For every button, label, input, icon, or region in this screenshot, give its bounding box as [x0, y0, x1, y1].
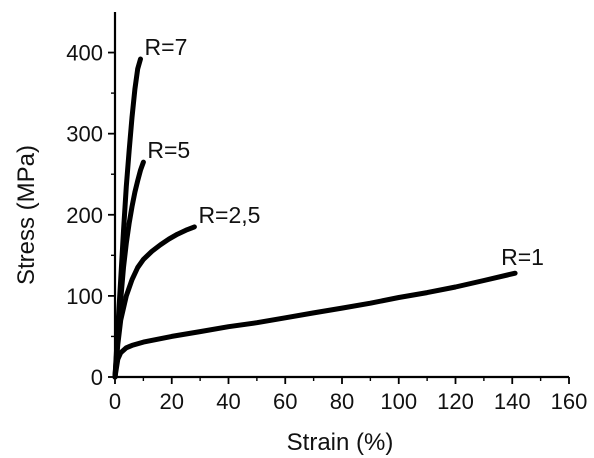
x-tick-label: 0 — [109, 389, 121, 414]
y-tick-label: 200 — [66, 203, 103, 228]
ticks-layer: 0 20 40 60 80 100 120 140 160 0 100 200 300 400 — [66, 41, 587, 414]
x-tick-label: 60 — [273, 389, 297, 414]
y-axis-title: Stress (MPa) — [13, 145, 40, 285]
x-tick-label: 100 — [380, 389, 417, 414]
series-line-r-1 — [112, 270, 518, 380]
x-axis-title: Strain (%) — [287, 429, 394, 456]
series-label: R=2,5 — [198, 202, 260, 228]
series-layer — [112, 56, 518, 380]
series-label: R=5 — [147, 137, 190, 163]
series-line-r-5 — [112, 159, 146, 380]
y-tick-label: 100 — [66, 284, 103, 309]
x-tick-label: 120 — [437, 389, 474, 414]
x-tick-label: 80 — [330, 389, 354, 414]
x-tick-label: 40 — [216, 389, 240, 414]
labels-layer: R=7 R=5 R=2,5 R=1 — [145, 34, 544, 270]
y-tick-label: 0 — [91, 365, 103, 390]
y-tick-label: 300 — [66, 122, 103, 147]
series-label: R=7 — [145, 34, 188, 60]
y-tick-label: 400 — [66, 41, 103, 66]
x-tick-label: 140 — [494, 389, 531, 414]
x-tick-label: 20 — [160, 389, 184, 414]
series-label: R=1 — [501, 244, 544, 270]
x-tick-label: 160 — [551, 389, 588, 414]
series-line-r-2-5 — [112, 224, 197, 380]
axes-layer — [113, 12, 569, 379]
